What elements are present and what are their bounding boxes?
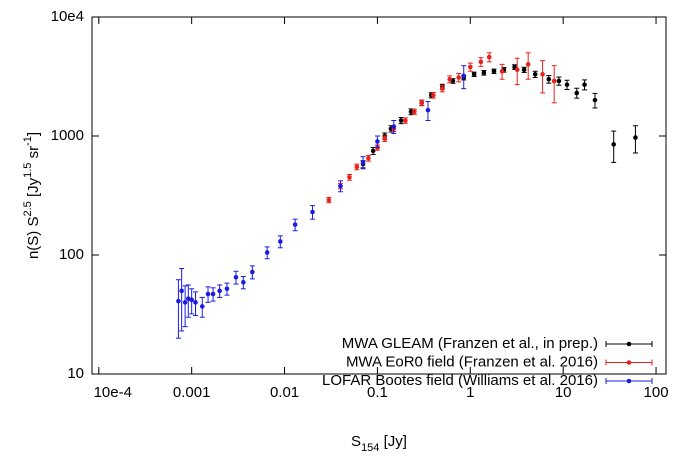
x-tick-label: 0.1 [367,384,388,401]
point [540,71,545,77]
point [486,54,492,60]
point [633,135,638,140]
point [467,64,473,70]
x-label-part: 154 [361,442,379,454]
y-tick-label: 10e4 [51,8,84,25]
point [241,279,246,285]
point [521,67,527,73]
y-label-part: [Jy [25,177,42,201]
point [574,90,580,96]
point [412,109,417,115]
point [176,298,181,304]
point [210,291,216,297]
point [461,73,467,79]
y-label-part: ] [25,132,42,136]
point [419,100,425,106]
point [481,70,487,76]
point [478,59,484,65]
x-tick-label: 1 [466,384,474,401]
y-tick-label: 100 [59,246,84,263]
point [310,209,315,215]
point [514,67,520,73]
point [250,269,255,275]
point [277,239,283,244]
y-label-part: n(S) S [25,217,42,260]
legend-label: LOFAR Bootes field (Williams et al. 2016… [322,372,598,389]
point [189,297,194,303]
point [592,97,598,103]
point [217,288,222,294]
plot-frame [91,16,667,375]
legend-label: MWA EoR0 field (Franzen et al. 2016) [346,353,598,370]
point [391,124,397,129]
point [375,139,380,144]
point [193,300,198,305]
point [360,160,366,165]
point [370,148,376,154]
point [551,78,557,84]
point [425,107,431,113]
x-tick-label: 100 [644,384,669,401]
point [398,118,404,123]
point [264,250,270,255]
y-tick-label: 10 [67,365,84,382]
point [491,68,497,74]
point [403,118,408,123]
point [471,71,477,77]
x-tick-label: 0.01 [270,384,299,401]
x-label-part: [Jy] [379,433,407,450]
point [205,291,211,297]
point [582,82,587,87]
point [408,109,414,115]
x-tick-label: 10 [555,384,572,401]
point [546,76,552,82]
legend-point [626,341,632,347]
point [564,82,570,87]
point [233,274,239,280]
point [366,155,371,161]
point [532,71,538,77]
point [447,76,452,82]
point [611,142,616,147]
point [182,300,188,305]
legend-label: MWA GLEAM (Franzen et al., in prep.) [342,335,598,352]
y-axis-label: n(S) S2.5 [Jy1.5 sr-1] [22,132,42,259]
point [347,174,352,180]
point [224,286,230,292]
y-tick-label: 1000 [51,127,84,144]
x-tick-label: 10e-4 [94,384,132,401]
point [525,62,531,67]
y-label-part: sr [25,146,42,163]
x-axis-label: S154 [Jy] [351,433,407,454]
y-label-part: 1.5 [22,163,34,178]
x-tick-label: 0.001 [173,384,211,401]
legend-point [626,378,632,384]
point [292,222,298,227]
point [179,288,184,294]
y-label-part: -1 [22,136,34,146]
legend-point [626,360,632,365]
point [326,197,332,203]
point [456,75,461,80]
point [431,92,436,98]
point [440,86,445,91]
point [199,304,205,309]
point [354,164,360,170]
point [338,183,343,189]
point [382,136,388,141]
y-label-part: 2.5 [22,201,34,216]
point [499,68,505,74]
x-label-part: S [351,433,361,450]
point [556,78,562,84]
